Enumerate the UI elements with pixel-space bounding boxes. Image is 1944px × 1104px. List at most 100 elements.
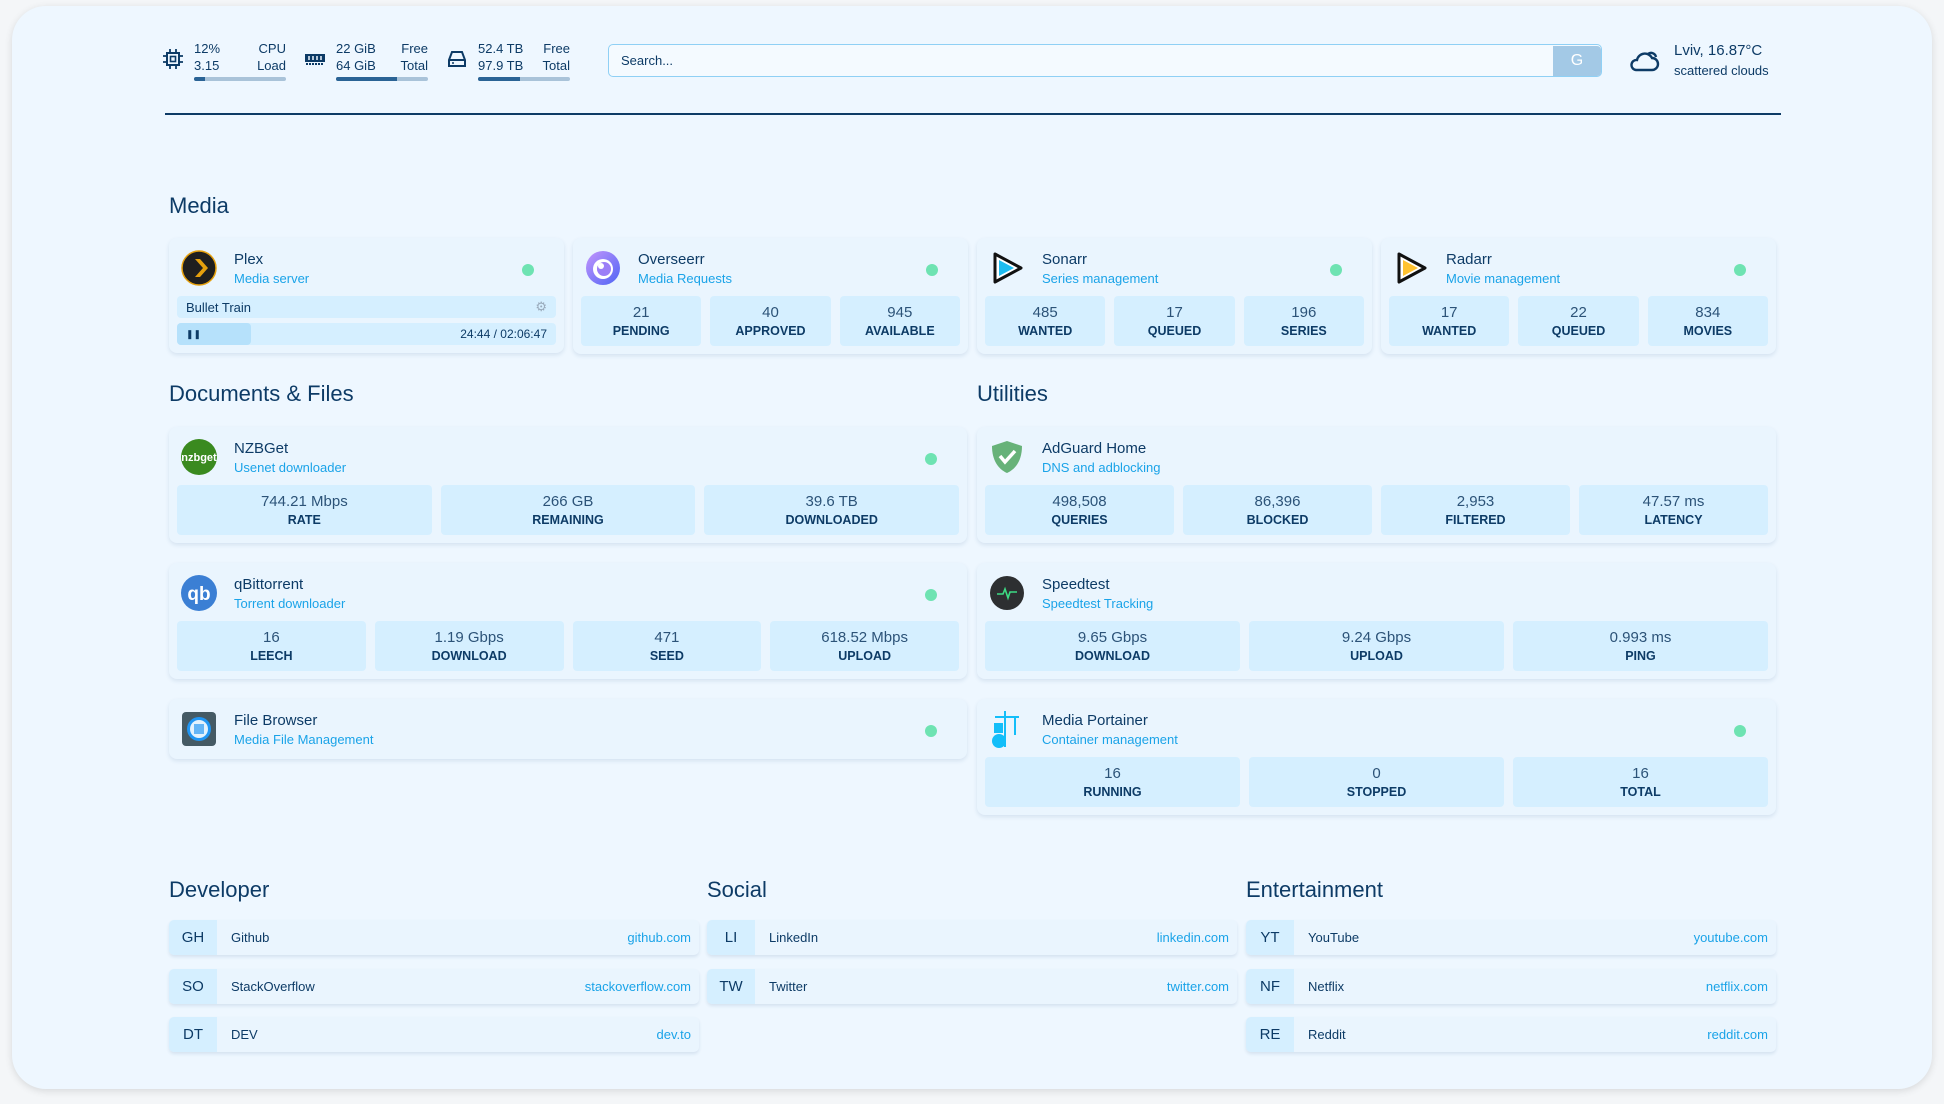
- bookmark-abbr: LI: [707, 920, 755, 955]
- stat-box: 196 SERIES: [1243, 296, 1364, 346]
- status-indicator: [1734, 264, 1746, 276]
- card-header: Plex Media server: [177, 246, 556, 290]
- stat-label: PENDING: [612, 324, 670, 338]
- pause-icon[interactable]: ❚❚: [186, 328, 202, 339]
- stat-box: 834 MOVIES: [1647, 296, 1768, 346]
- disk-icon: [446, 48, 468, 70]
- bookmark-url[interactable]: reddit.com: [1707, 1027, 1768, 1042]
- section-developer: Developer: [169, 877, 270, 902]
- service-name: Sonarr: [1042, 250, 1088, 268]
- service-description: Media Requests: [638, 270, 732, 286]
- stat-box: 21 PENDING: [581, 296, 702, 346]
- stat-value: 485: [1032, 304, 1058, 321]
- bookmark-url[interactable]: stackoverflow.com: [584, 978, 691, 994]
- stat-box: 1.19 Gbps DOWNLOAD: [374, 621, 564, 671]
- stat-value: 39.6 TB: [805, 493, 858, 510]
- stat-box: 945 AVAILABLE: [839, 296, 960, 346]
- search-input[interactable]: [609, 53, 1553, 68]
- weather-location-temp: Lviv, 16.87°C: [1674, 42, 1763, 59]
- resource-top-label: Free: [401, 41, 428, 56]
- status-indicator: [522, 264, 534, 276]
- service-card[interactable]: nzbget NZBGet Usenet downloader 744.21 Mbps…: [169, 427, 967, 543]
- service-card[interactable]: Radarr Movie management 17 WANTED 22 QUEUED 83…: [1381, 238, 1776, 354]
- bookmark-url[interactable]: netflix.com: [1705, 978, 1768, 994]
- header-divider: [165, 113, 1781, 115]
- stats-row: 485 WANTED 17 QUEUED 196 SERIES: [985, 296, 1364, 346]
- bookmark-reddit[interactable]: RE Reddit reddit.com: [1246, 1017, 1776, 1052]
- service-description: Series management: [1042, 270, 1159, 286]
- settings-icon[interactable]: ⚙: [535, 299, 547, 314]
- stat-label: MOVIES: [1683, 324, 1733, 338]
- service-name: Radarr: [1446, 250, 1492, 268]
- section-social: Social: [707, 877, 767, 902]
- bookmark-url[interactable]: youtube.com: [1693, 930, 1768, 945]
- bookmark-url[interactable]: dev.to: [656, 1027, 691, 1042]
- service-card[interactable]: File Browser Media File Management: [169, 699, 967, 759]
- bookmark-netflix[interactable]: NF Netflix netflix.com: [1246, 968, 1776, 1004]
- stat-value: 9.65 Gbps: [1077, 629, 1148, 646]
- qbittorrent-logo: qb: [181, 575, 217, 611]
- stat-label: QUEUED: [1551, 324, 1606, 338]
- stat-box: 9.24 Gbps UPLOAD: [1249, 621, 1504, 671]
- card-header: Overseerr Media Requests: [581, 246, 960, 290]
- service-card[interactable]: Plex Media server Bullet Train ⚙ ❚❚ 24:44 / 0…: [169, 238, 564, 353]
- stat-value: 744.21 Mbps: [260, 493, 348, 510]
- bookmark-abbr: DT: [169, 1017, 217, 1052]
- stat-value: 47.57 ms: [1642, 493, 1705, 510]
- service-card[interactable]: Media Portainer Container management 16 RUN…: [977, 699, 1776, 815]
- usage-bar-fill: [478, 77, 521, 81]
- bookmark-abbr: YT: [1246, 920, 1294, 955]
- plex-logo: [181, 250, 217, 286]
- bookmark-twitter[interactable]: TW Twitter twitter.com: [707, 968, 1237, 1004]
- stat-value: 1.19 Gbps: [434, 629, 504, 646]
- resource-stats: 22 GiB Free 64 GiB Total: [336, 40, 428, 81]
- service-name: AdGuard Home: [1042, 439, 1147, 457]
- adguard-logo: [989, 439, 1025, 475]
- bookmark-url[interactable]: twitter.com: [1166, 978, 1229, 994]
- bookmark-stackoverflow[interactable]: SO StackOverflow stackoverflow.com: [169, 968, 699, 1004]
- stat-value: 40: [762, 304, 779, 321]
- service-name: Speedtest: [1042, 575, 1110, 593]
- svg-text:nzbget: nzbget: [181, 452, 217, 464]
- stat-box: 47.57 ms LATENCY: [1579, 485, 1768, 535]
- service-card[interactable]: Sonarr Series management 485 WANTED 17 QUEUED…: [977, 238, 1372, 354]
- stat-label: APPROVED: [735, 324, 806, 338]
- service-description: DNS and adblocking: [1042, 459, 1161, 475]
- weather-widget[interactable]: Lviv, 16.87°C scattered clouds: [1628, 42, 1769, 78]
- service-name: Overseerr: [638, 250, 705, 268]
- playback-progress[interactable]: ❚❚ 24:44 / 02:06:47: [177, 323, 556, 345]
- resource-top-label: Free: [543, 41, 570, 56]
- status-indicator: [1734, 725, 1746, 737]
- bookmark-linkedin[interactable]: LI LinkedIn linkedin.com: [707, 920, 1237, 955]
- service-card[interactable]: qb qBittorrent Torrent downloader 16 LEECH 1.…: [169, 563, 967, 679]
- bookmark-url[interactable]: github.com: [627, 930, 691, 945]
- stat-value: 266 GB: [542, 493, 594, 510]
- stat-box: 266 GB REMAINING: [440, 485, 696, 535]
- service-card[interactable]: AdGuard Home DNS and adblocking 498,508 QUE…: [977, 427, 1776, 543]
- stat-value: 0.993 ms: [1609, 629, 1672, 646]
- service-card[interactable]: Speedtest Speedtest Tracking 9.65 Gbps DOWN…: [977, 563, 1776, 679]
- card-header: Radarr Movie management: [1389, 246, 1768, 290]
- resource-widget: 22 GiB Free 64 GiB Total: [304, 40, 428, 81]
- stat-label: LATENCY: [1644, 513, 1703, 527]
- bookmark-name: Reddit: [1308, 1027, 1346, 1042]
- search-engine-button[interactable]: G: [1553, 45, 1601, 76]
- bookmark-youtube[interactable]: YT YouTube youtube.com: [1246, 920, 1776, 955]
- service-description: Media server: [234, 270, 310, 286]
- status-indicator: [925, 725, 937, 737]
- bookmark-dev[interactable]: DT DEV dev.to: [169, 1017, 699, 1052]
- now-playing[interactable]: Bullet Train ⚙: [177, 296, 556, 318]
- section-utilities: Utilities: [977, 381, 1048, 406]
- stat-value: 9.24 Gbps: [1341, 629, 1412, 646]
- service-card[interactable]: Overseerr Media Requests 21 PENDING 40 APPROV…: [573, 238, 968, 354]
- stat-value: 22: [1570, 304, 1587, 321]
- weather-condition: scattered clouds: [1674, 63, 1769, 78]
- bookmark-url[interactable]: linkedin.com: [1156, 930, 1229, 945]
- stat-value: 471: [654, 629, 680, 646]
- resource-widget: 52.4 TB Free 97.9 TB Total: [446, 40, 570, 81]
- bookmark-name: Github: [231, 930, 270, 945]
- stat-box: 86,396 BLOCKED: [1183, 485, 1372, 535]
- stats-row: 744.21 Mbps RATE 266 GB REMAINING 39.6 TB DOW…: [177, 485, 960, 535]
- progress-fill: [177, 323, 251, 345]
- bookmark-github[interactable]: GH Github github.com: [169, 920, 699, 955]
